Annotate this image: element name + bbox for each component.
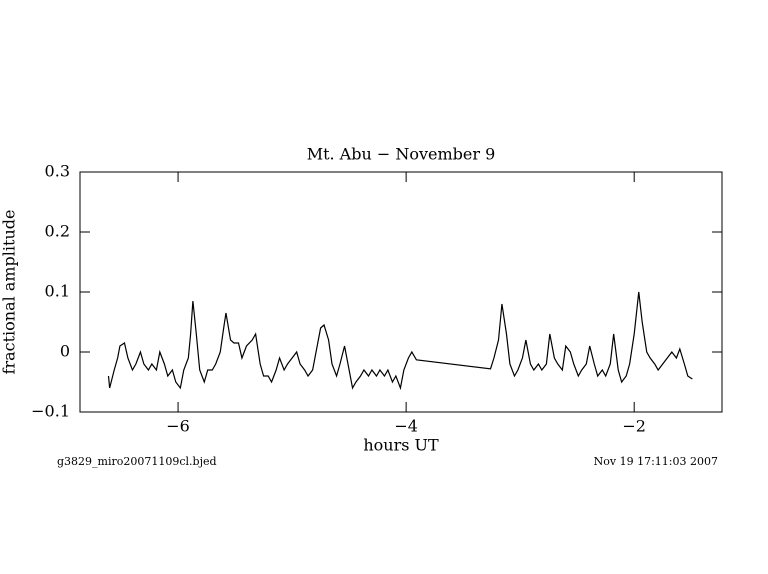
data-line [107, 291, 693, 391]
x-tick-label: −2 [622, 417, 646, 436]
x-tick-label: −6 [166, 417, 190, 436]
y-tick-label: 0 [60, 342, 70, 361]
x-tick-label: −4 [394, 417, 418, 436]
y-tick-label: 0.1 [45, 282, 70, 301]
y-tick-label: 0.3 [45, 162, 70, 181]
footer-right: Nov 19 17:11:03 2007 [594, 455, 718, 468]
y-tick-label: 0.2 [45, 222, 70, 241]
y-axis-label: fractional amplitude [0, 210, 19, 375]
footer-left: g3829_miro20071109cl.bjed [57, 455, 217, 468]
x-axis-label: hours UT [363, 436, 439, 455]
chart-title: Mt. Abu − November 9 [307, 145, 496, 164]
y-tick-label: −0.1 [31, 402, 70, 421]
